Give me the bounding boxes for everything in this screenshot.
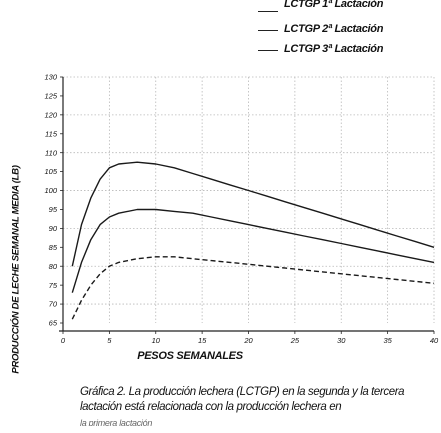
x-tick-label: 20 bbox=[243, 336, 253, 345]
x-tick-label: 10 bbox=[152, 336, 161, 345]
y-tick-label: 120 bbox=[44, 110, 57, 119]
y-tick-label: 130 bbox=[44, 73, 57, 82]
y-tick-label: 115 bbox=[45, 129, 58, 138]
y-axis-label: PRODUCCIÓN DE LECHE SEMANAL MEDIA (LB) bbox=[10, 165, 22, 374]
series-line-3 bbox=[71, 161, 435, 267]
x-tick-label: 25 bbox=[290, 336, 300, 345]
x-tick-label: 0 bbox=[61, 336, 66, 345]
y-tick-label: 105 bbox=[44, 167, 57, 176]
legend-label-3: LCTGP 3ª Lactación bbox=[284, 43, 384, 55]
legend-label-2: LCTGP 2ª Lactación bbox=[284, 23, 384, 35]
legend-label-1: LCTGP 1ª Lactación bbox=[284, 0, 384, 10]
y-tick-label: 70 bbox=[49, 300, 58, 309]
y-tick-label: 100 bbox=[44, 186, 57, 195]
y-tick-label: 95 bbox=[49, 205, 58, 214]
series-layer bbox=[71, 161, 435, 320]
x-tick-label: 5 bbox=[107, 336, 112, 345]
y-tick-label: 65 bbox=[49, 319, 58, 328]
x-tick-label: 40 bbox=[430, 336, 439, 345]
x-axis-label: PESOS SEMANALES bbox=[137, 350, 243, 362]
series-line-2 bbox=[71, 208, 435, 293]
x-tick-label: 35 bbox=[383, 336, 392, 345]
y-tick-label: 125 bbox=[44, 92, 57, 101]
x-tick-label: 30 bbox=[337, 336, 346, 345]
y-tick-label: 90 bbox=[49, 224, 58, 233]
legend-line-2 bbox=[258, 30, 278, 31]
axis-layer: 65 70 75 80 85 90 95 100 105 110 115 120 125 130 0 5 10 1… bbox=[44, 73, 439, 345]
y-tick-label: 85 bbox=[49, 243, 58, 252]
legend-line-1 bbox=[258, 11, 278, 12]
series-line-1 bbox=[71, 256, 435, 320]
legend: LCTGP 1ª Lactación LCTGP 2ª Lactación LC… bbox=[0, 0, 441, 64]
legend-line-3 bbox=[258, 50, 278, 51]
caption: Gráfica 2. La producción lechera (LCTGP)… bbox=[80, 386, 405, 413]
y-tick-label: 110 bbox=[45, 148, 58, 157]
caption-cut-line: la primera lactación bbox=[80, 418, 153, 426]
x-tick-label: 15 bbox=[198, 336, 207, 345]
y-tick-label: 75 bbox=[49, 281, 58, 290]
y-tick-label: 80 bbox=[49, 262, 58, 271]
grid-layer bbox=[62, 76, 435, 323]
